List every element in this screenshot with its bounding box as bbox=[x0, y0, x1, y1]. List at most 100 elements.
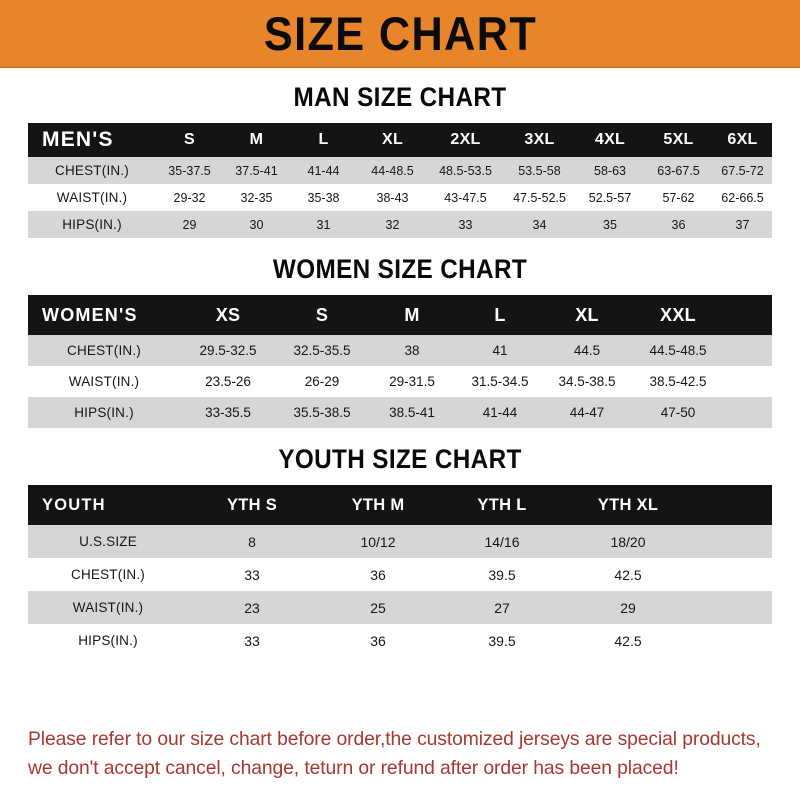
men-header-cell: M bbox=[249, 131, 264, 148]
men-cell: 35-38 bbox=[307, 190, 340, 205]
women-cell: 33-35.5 bbox=[205, 405, 251, 420]
men-row-label: WAIST(IN.) bbox=[56, 190, 128, 205]
page-title: SIZE CHART bbox=[263, 7, 537, 60]
youth-cell: 33 bbox=[244, 566, 260, 583]
youth-section-title: YOUTH SIZE CHART bbox=[278, 444, 522, 474]
men-header-row: MEN'S S M L XL 2XL 3XL 4XL 5XL 6XL bbox=[28, 123, 772, 157]
men-header-cell: 3XL bbox=[524, 131, 555, 148]
men-cell: 58-63 bbox=[594, 163, 626, 178]
men-header-cell: MEN'S bbox=[42, 128, 114, 151]
women-row-label: CHEST(IN.) bbox=[67, 343, 141, 358]
men-cell: 47.5-52.5 bbox=[513, 190, 566, 205]
youth-row-label: CHEST(IN.) bbox=[71, 567, 145, 582]
women-header-cell: XS bbox=[215, 304, 241, 325]
women-cell: 41-44 bbox=[482, 405, 518, 420]
men-cell: 36 bbox=[671, 217, 686, 232]
table-row: HIPS(IN.) 33-35.5 35.5-38.5 38.5-41 41-4… bbox=[28, 397, 772, 428]
youth-cell: 14/16 bbox=[484, 533, 520, 550]
youth-row-label: WAIST(IN.) bbox=[72, 600, 144, 615]
women-header-cell: L bbox=[494, 304, 506, 325]
youth-header-cell: YTH XL bbox=[597, 495, 659, 514]
men-header-cell: 4XL bbox=[594, 131, 626, 148]
men-cell: 31 bbox=[316, 217, 331, 232]
youth-cell bbox=[692, 525, 772, 558]
women-header-cell: S bbox=[315, 304, 329, 325]
women-cell bbox=[726, 335, 772, 366]
women-cell: 34.5-38.5 bbox=[558, 374, 616, 389]
women-chart-block: WOMEN'S XS S M L XL XXL CHEST(IN.) 29.5-… bbox=[28, 295, 772, 428]
youth-cell: 23 bbox=[244, 599, 260, 616]
men-header-cell: L bbox=[318, 131, 329, 148]
men-section-title: MAN SIZE CHART bbox=[293, 82, 507, 112]
table-row: U.S.SIZE 8 10/12 14/16 18/20 bbox=[28, 525, 772, 558]
youth-header-cell: YTH M bbox=[351, 495, 405, 514]
spacer-women-top bbox=[0, 238, 800, 254]
women-cell: 44-47 bbox=[569, 405, 605, 420]
men-cell: 37.5-41 bbox=[235, 163, 278, 178]
women-header-cell: WOMEN'S bbox=[42, 304, 138, 325]
men-cell: 29-32 bbox=[173, 190, 206, 205]
men-header-cell: XL bbox=[381, 131, 404, 148]
women-header-row: WOMEN'S XS S M L XL XXL bbox=[28, 295, 772, 335]
page-banner: SIZE CHART bbox=[0, 0, 800, 68]
men-cell: 29 bbox=[182, 217, 197, 232]
men-cell: 34 bbox=[532, 217, 547, 232]
footer-line-1: Please refer to our size chart before or… bbox=[28, 728, 761, 751]
women-cell: 31.5-34.5 bbox=[471, 374, 529, 389]
table-row: HIPS(IN.) 33 36 39.5 42.5 bbox=[28, 624, 772, 657]
spacer-youth-top bbox=[0, 428, 800, 444]
women-header-cell: XXL bbox=[660, 304, 696, 325]
women-cell bbox=[726, 397, 772, 428]
women-cell: 29-31.5 bbox=[389, 374, 435, 389]
youth-cell: 18/20 bbox=[610, 533, 646, 550]
table-row: CHEST(IN.) 29.5-32.5 32.5-35.5 38 41 44.… bbox=[28, 335, 772, 366]
men-row-label: HIPS(IN.) bbox=[62, 217, 122, 232]
women-cell: 29.5-32.5 bbox=[199, 343, 257, 358]
youth-header-cell: YOUTH bbox=[42, 495, 106, 514]
spacer-women bbox=[0, 285, 800, 295]
youth-cell: 10/12 bbox=[360, 533, 396, 550]
youth-table-body: YOUTH YTH S YTH M YTH L YTH XL U.S.SIZE … bbox=[28, 485, 772, 657]
women-header-cell: XL bbox=[575, 304, 599, 325]
spacer-youth bbox=[0, 475, 800, 485]
men-cell: 37 bbox=[735, 217, 750, 232]
youth-header-cell bbox=[692, 485, 772, 525]
women-cell bbox=[726, 366, 772, 397]
women-cell: 32.5-35.5 bbox=[293, 343, 351, 358]
men-cell: 38-43 bbox=[376, 190, 409, 205]
men-row-label: CHEST(IN.) bbox=[55, 163, 129, 178]
youth-cell: 42.5 bbox=[614, 632, 642, 649]
men-table-body: MEN'S S M L XL 2XL 3XL 4XL 5XL 6XL CHEST… bbox=[28, 123, 772, 238]
youth-header-cell: YTH S bbox=[226, 495, 278, 514]
youth-cell: 39.5 bbox=[488, 566, 516, 583]
women-row-label: WAIST(IN.) bbox=[68, 374, 140, 389]
table-row: CHEST(IN.) 33 36 39.5 42.5 bbox=[28, 558, 772, 591]
youth-header-row: YOUTH YTH S YTH M YTH L YTH XL bbox=[28, 485, 772, 525]
table-row: WAIST(IN.) 23 25 27 29 bbox=[28, 591, 772, 624]
men-chart-block: MEN'S S M L XL 2XL 3XL 4XL 5XL 6XL CHEST… bbox=[28, 123, 772, 238]
women-cell: 26-29 bbox=[304, 374, 340, 389]
spacer-men bbox=[0, 113, 800, 123]
youth-cell bbox=[692, 558, 772, 591]
men-cell: 30 bbox=[249, 217, 264, 232]
men-header-cell: 2XL bbox=[450, 131, 481, 148]
men-cell: 67.5-72 bbox=[721, 163, 764, 178]
youth-cell bbox=[692, 624, 772, 657]
youth-cell: 25 bbox=[370, 599, 386, 616]
spacer-top bbox=[0, 68, 800, 82]
men-cell: 41-44 bbox=[307, 163, 340, 178]
men-cell: 48.5-53.5 bbox=[439, 163, 492, 178]
women-cell: 41 bbox=[492, 343, 508, 358]
youth-cell: 42.5 bbox=[614, 566, 642, 583]
men-header-cell: 6XL bbox=[727, 131, 758, 148]
youth-cell: 36 bbox=[370, 566, 386, 583]
women-header-cell: M bbox=[404, 304, 420, 325]
men-cell: 33 bbox=[458, 217, 473, 232]
table-row: WAIST(IN.) 29-32 32-35 35-38 38-43 43-47… bbox=[28, 184, 772, 211]
men-cell: 43-47.5 bbox=[444, 190, 487, 205]
women-header-cell bbox=[726, 295, 772, 335]
men-header-cell: S bbox=[184, 131, 195, 148]
men-cell: 63-67.5 bbox=[657, 163, 700, 178]
women-row-label: HIPS(IN.) bbox=[74, 405, 134, 420]
